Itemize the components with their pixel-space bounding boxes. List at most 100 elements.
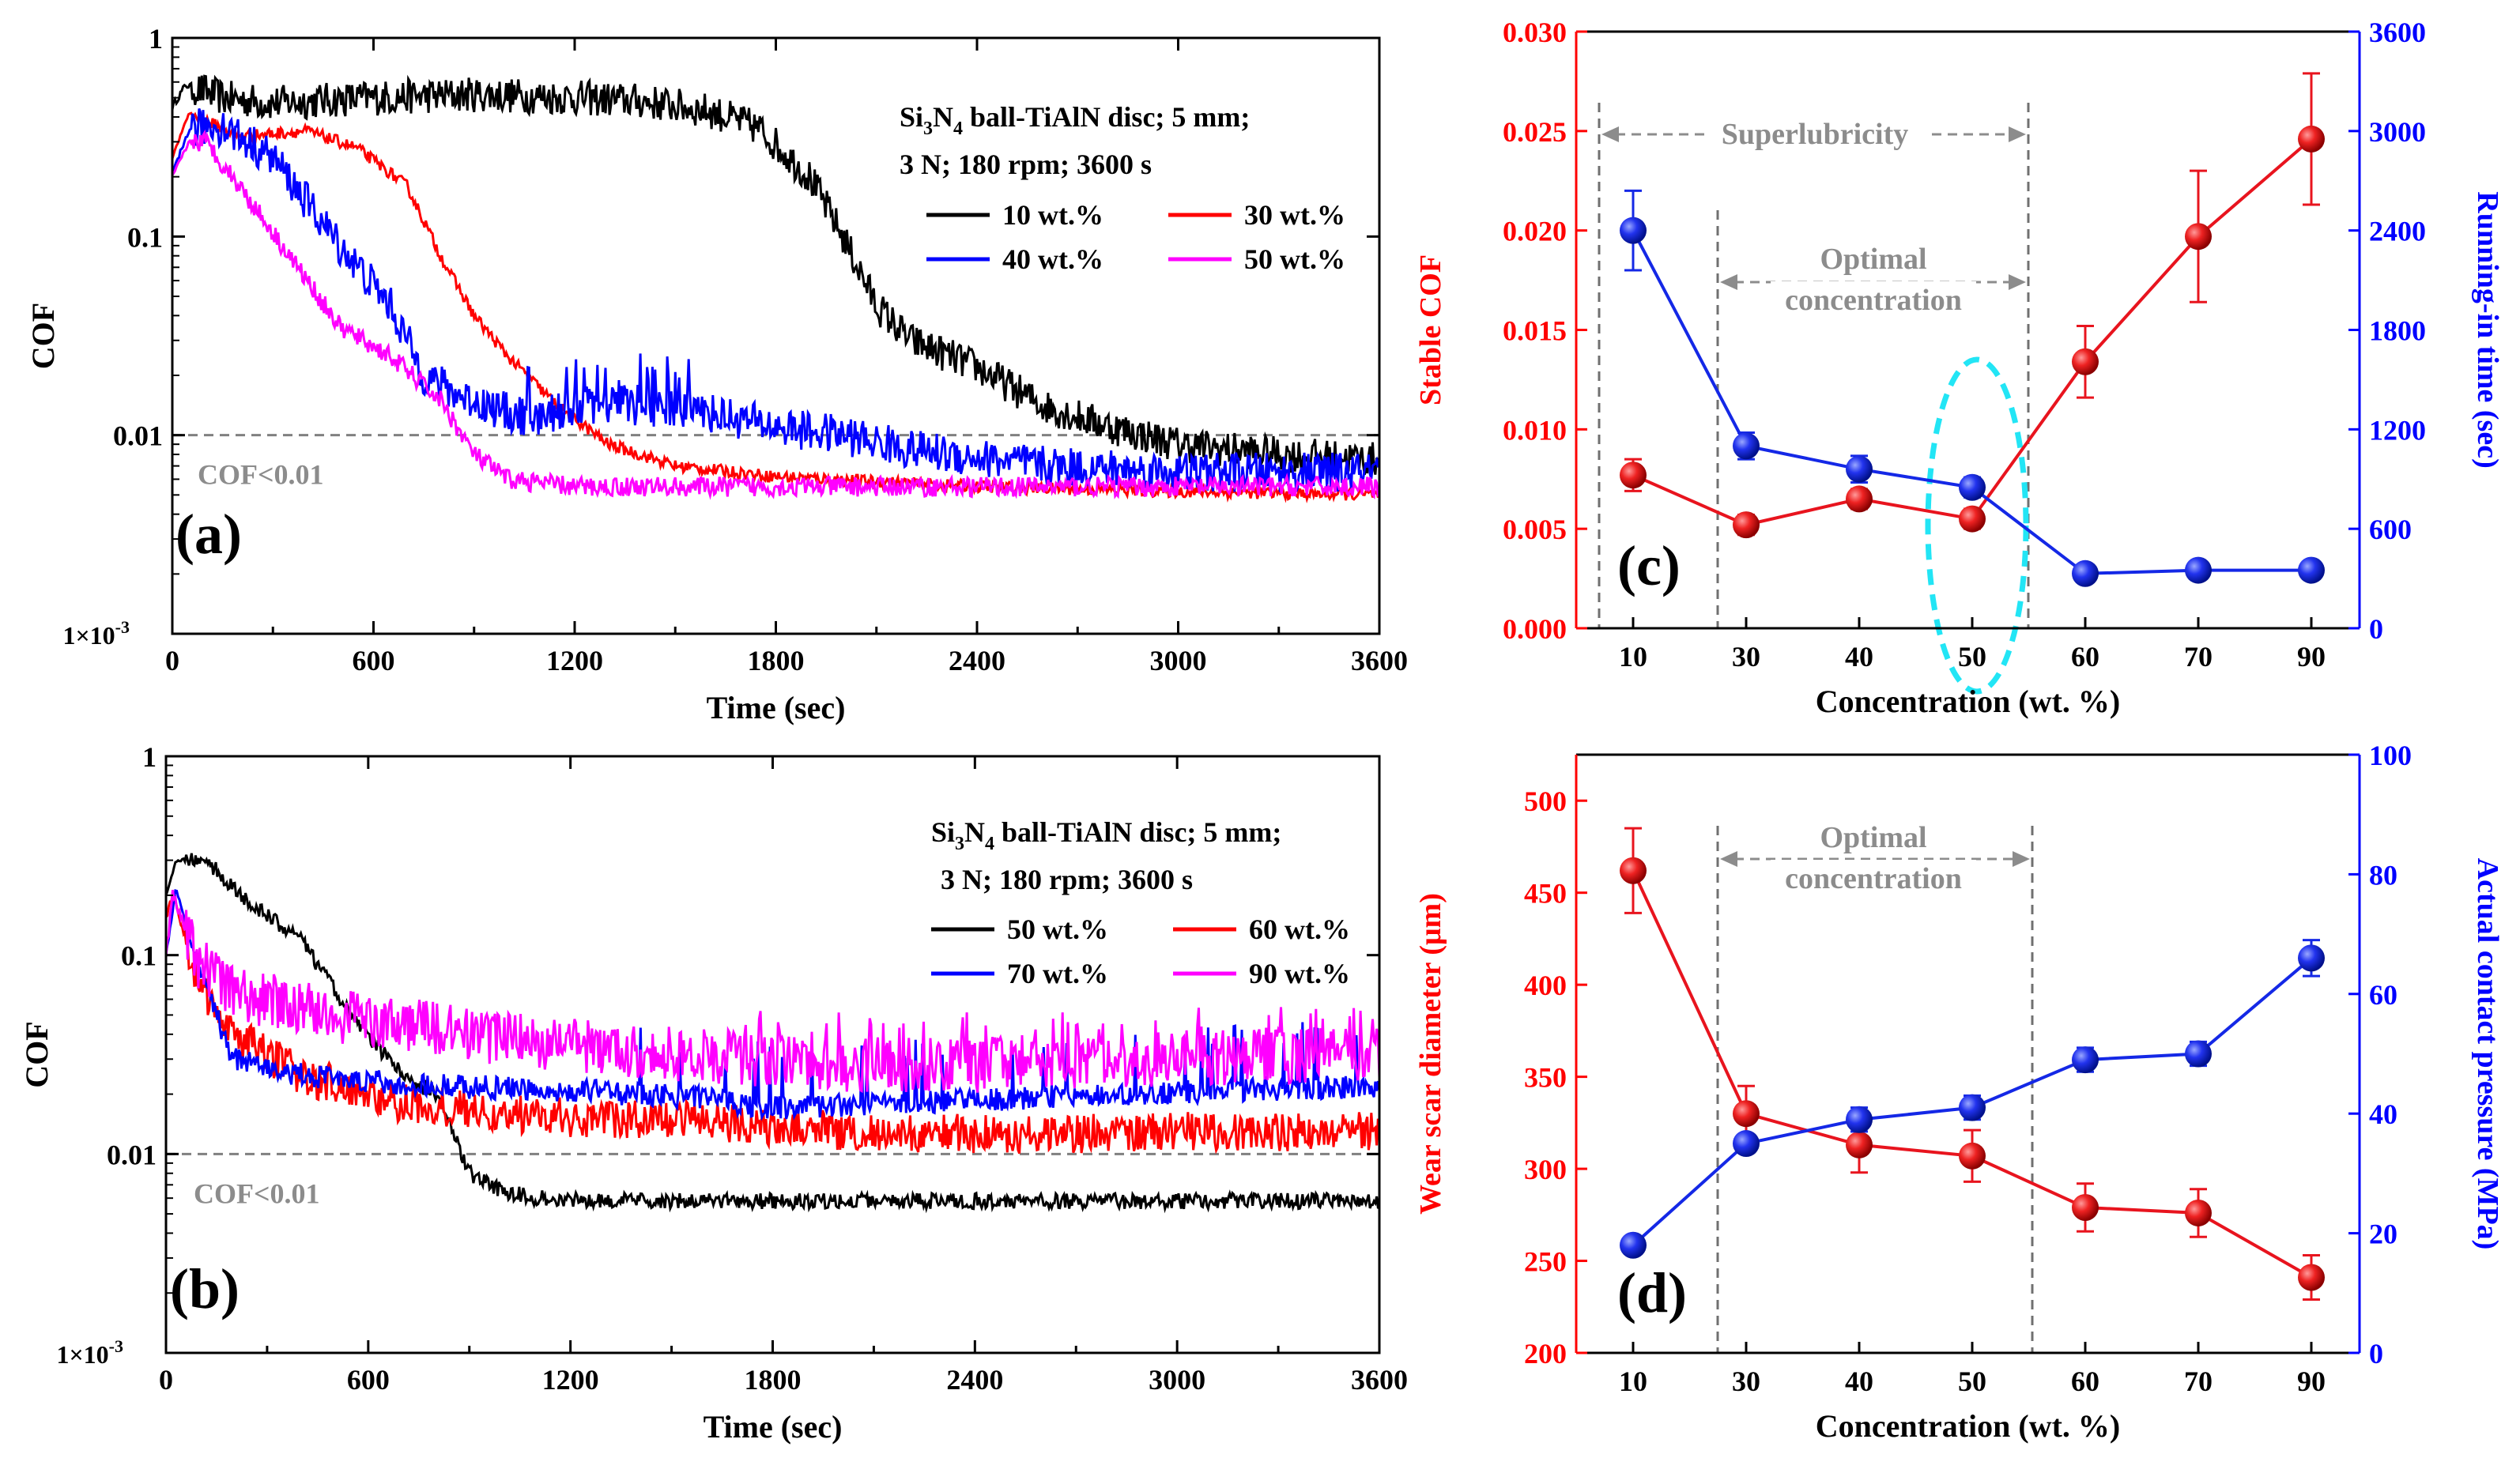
x-axis-label: Time (sec) <box>707 690 846 725</box>
x-tick-label: 600 <box>353 645 395 676</box>
x-tick-label: 600 <box>347 1364 390 1396</box>
region-arrowhead <box>2009 274 2026 290</box>
data-point-left <box>1846 485 1873 513</box>
y-tick-label: 0.1 <box>121 940 157 972</box>
conditions-line-2: 3 N; 180 rpm; 3600 s <box>941 864 1193 895</box>
x-tick-label: 90 <box>2297 641 2326 672</box>
data-point-left <box>1620 461 1647 489</box>
y-right-tick-label: 80 <box>2369 859 2397 891</box>
series-line-70wt <box>166 888 1379 1121</box>
x-tick-label: 50 <box>1958 641 1986 672</box>
x-tick-label: 1200 <box>542 1364 599 1396</box>
data-point-left <box>2185 1199 2212 1226</box>
data-point-right <box>2298 944 2325 972</box>
legend-label: 50 wt.% <box>1244 243 1345 275</box>
y-left-tick-label: 0.015 <box>1503 315 1567 347</box>
threshold-label: COF<0.01 <box>194 1177 320 1209</box>
x-tick-label: 1200 <box>546 645 603 676</box>
y-left-tick-label: 0.025 <box>1503 116 1567 148</box>
data-point-right <box>1733 1130 1760 1158</box>
y-right-tick-label: 0 <box>2369 1338 2383 1369</box>
data-point-left <box>2298 1264 2325 1291</box>
y-right-tick-label: 3000 <box>2369 116 2426 148</box>
data-point-left <box>2298 125 2325 153</box>
conditions-line-1: Si3N4 ball-TiAlN disc; 5 mm; <box>931 816 1281 854</box>
x-tick-label: 60 <box>2071 641 2099 672</box>
legend-label: 70 wt.% <box>1007 958 1108 989</box>
data-point-right <box>1959 473 1986 501</box>
y-left-tick-label: 450 <box>1524 878 1567 910</box>
y-left-tick-label: 350 <box>1524 1062 1567 1094</box>
x-tick-label: 1800 <box>748 645 805 676</box>
region-label-superlubricity: Superlubricity <box>1722 118 1908 151</box>
x-tick-label: 70 <box>2184 1366 2213 1397</box>
y-tick-label: 0.01 <box>113 420 163 452</box>
y-right-tick-label: 600 <box>2369 514 2412 545</box>
region-label-optimal: Optimal <box>1820 243 1926 276</box>
threshold-label: COF<0.01 <box>198 459 324 491</box>
panel-label: (a) <box>175 503 242 566</box>
data-point-right <box>1846 1106 1873 1133</box>
y-right-tick-label: 3600 <box>2369 17 2426 48</box>
y-right-axis-label: Running-in time (sec) <box>2471 191 2504 468</box>
x-tick-label: 3000 <box>1149 1364 1205 1396</box>
x-axis-label: Concentration (wt. %) <box>1816 684 2121 719</box>
series-line-50wt <box>166 853 1379 1214</box>
region-arrowhead <box>1720 274 1737 290</box>
y-left-tick-label: 200 <box>1524 1338 1567 1369</box>
x-tick-label: 30 <box>1732 1366 1760 1397</box>
y-tick-label: 0.1 <box>127 221 163 253</box>
series-line-60wt <box>166 891 1379 1155</box>
data-point-left <box>1846 1131 1873 1158</box>
x-tick-label: 70 <box>2184 641 2213 672</box>
panel-d: Optimal concentration 10 30 40 50 60 70 90 Concen… <box>1414 740 2504 1444</box>
panel-b: COF<0.01 0 600 1200 1800 2400 3000 3600 Time (se… <box>19 741 1408 1445</box>
region-label-optimal: Optimal <box>1820 821 1926 854</box>
data-point-left <box>1733 1100 1760 1128</box>
region-arrowhead <box>1720 851 1737 867</box>
y-right-tick-label: 60 <box>2369 979 2397 1011</box>
y-tick-label: 1 <box>142 741 157 773</box>
y-right-tick-label: 100 <box>2369 740 2412 771</box>
x-tick-label: 10 <box>1619 1366 1647 1397</box>
panel-label: (b) <box>170 1257 240 1320</box>
data-point-right <box>2185 1040 2212 1068</box>
x-axis-label: Time (sec) <box>704 1409 843 1445</box>
x-tick-label: 10 <box>1619 641 1647 672</box>
data-point-left <box>2072 1193 2099 1221</box>
y-left-axis-label: Stable COF <box>1414 254 1447 405</box>
data-point-right <box>1620 1231 1647 1259</box>
y-right-tick-label: 0 <box>2369 613 2383 645</box>
y-tick-label: 1 <box>149 23 163 55</box>
panel-c: Superlubricity Optimal concentration 10 30 40… <box>1414 17 2504 719</box>
y-left-tick-label: 0.010 <box>1503 414 1567 446</box>
data-point-right <box>1846 455 1873 483</box>
y-left-tick-label: 250 <box>1524 1246 1567 1278</box>
data-point-right <box>2185 556 2212 584</box>
data-point-right <box>1733 432 1760 460</box>
x-tick-label: 2400 <box>949 645 1005 676</box>
y-axis-label: COF <box>19 1021 55 1087</box>
x-tick-label: 3000 <box>1150 645 1207 676</box>
x-tick-label: 30 <box>1732 641 1760 672</box>
y-right-tick-label: 1800 <box>2369 315 2426 347</box>
data-point-right <box>1959 1094 1986 1121</box>
y-left-tick-label: 400 <box>1524 970 1567 1001</box>
legend-label: 60 wt.% <box>1249 914 1350 945</box>
series-line-10wt <box>172 74 1379 476</box>
legend-label: 50 wt.% <box>1007 914 1108 945</box>
data-point-right <box>2072 1046 2099 1074</box>
x-tick-label: 40 <box>1845 641 1873 672</box>
series-line-50wt <box>172 129 1379 500</box>
y-right-tick-label: 20 <box>2369 1219 2397 1250</box>
region-arrowhead <box>2013 851 2030 867</box>
region-label-bg <box>1771 281 1976 313</box>
x-tick-label: 50 <box>1958 1366 1986 1397</box>
x-tick-label: 2400 <box>946 1364 1003 1396</box>
x-tick-label: 3600 <box>1351 645 1408 676</box>
region-arrowhead <box>2009 126 2026 142</box>
legend-label: 90 wt.% <box>1249 958 1350 989</box>
region-label-concentration: concentration <box>1785 862 1962 895</box>
y-tick-label: 0.01 <box>107 1139 157 1170</box>
